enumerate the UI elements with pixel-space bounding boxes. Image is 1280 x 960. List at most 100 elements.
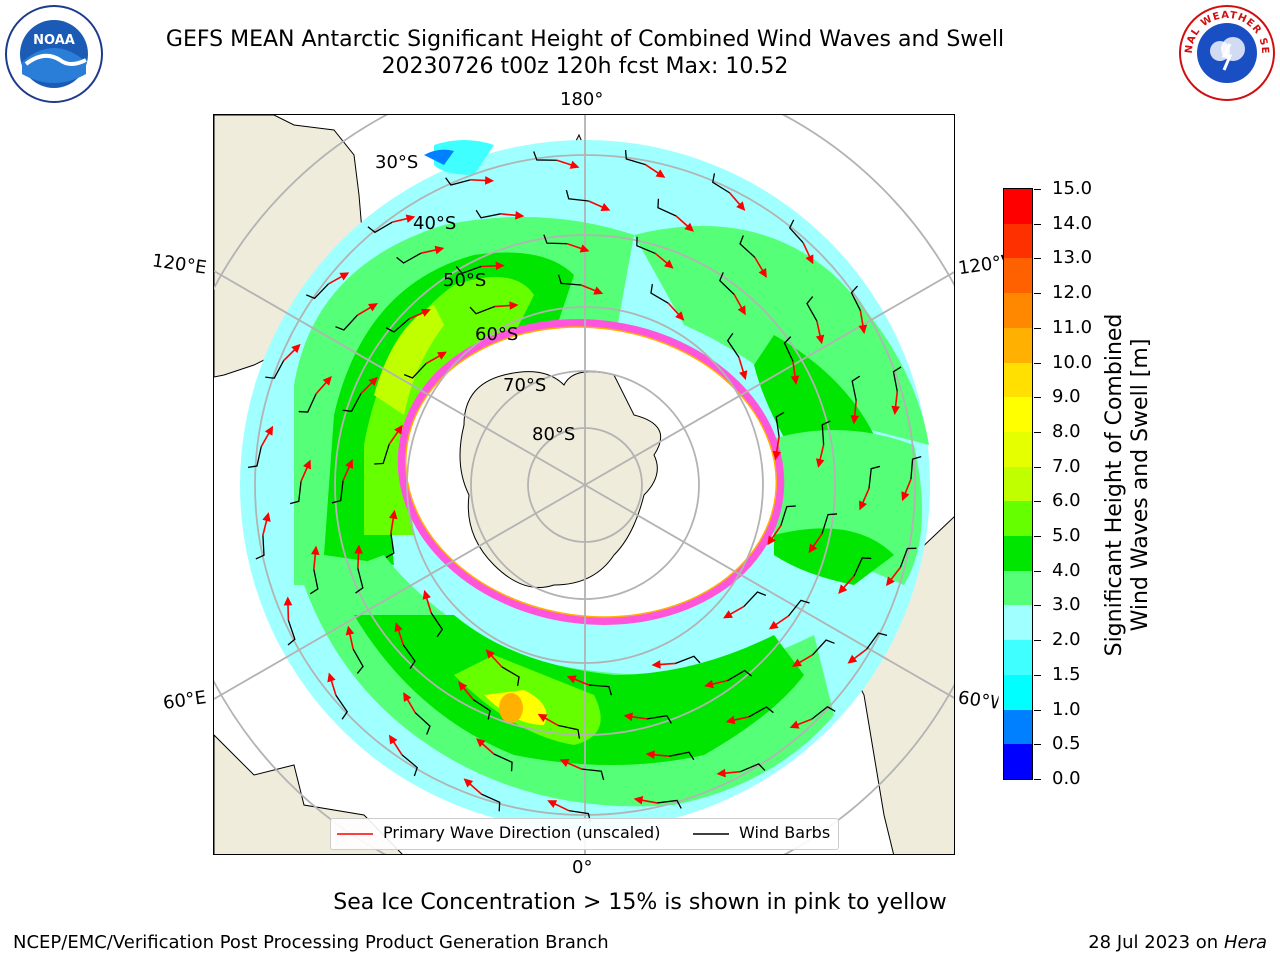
colorbar-tick-label: 15.0: [1052, 178, 1093, 199]
wave-arrow-head: [566, 675, 577, 684]
wind-barb: [748, 706, 774, 718]
wind-barb: [493, 753, 513, 772]
wave-arrow-head: [368, 376, 378, 387]
chart-subtitle: 20230726 t00z 120h fcst Max: 10.52: [381, 54, 789, 79]
wave-arrow-head: [758, 268, 767, 278]
lat-label-60s: 60°S: [475, 324, 519, 345]
wave-arrow-head: [368, 303, 378, 312]
wave-direction-legend-label: Primary Wave Direction (unscaled): [383, 823, 661, 842]
wave-arrow-head: [262, 512, 271, 522]
lat-label-40s: 40°S: [413, 213, 457, 234]
colorbar-segment: [1004, 188, 1032, 224]
wind-barbs-legend-line: [693, 833, 729, 835]
wind-barb: [624, 149, 646, 166]
lon-label-60w: 60°W: [956, 687, 1000, 714]
colorbar-tick-label: 8.0: [1052, 420, 1081, 442]
wind-barb: [335, 314, 358, 331]
wave-arrow-head: [838, 584, 848, 594]
colorbar-tick-label: 12.0: [1052, 282, 1093, 304]
wave-arrow-head: [739, 370, 748, 381]
colorbar-segment: [1004, 570, 1032, 606]
lat-label-70s: 70°S: [503, 375, 547, 396]
wave-arrow-head: [434, 245, 445, 255]
lon-label-120e: 120°E: [150, 250, 208, 279]
wind-barb: [787, 599, 810, 617]
wave-arrow-head: [354, 544, 363, 554]
wave-arrow-head: [394, 622, 403, 633]
wind-barb: [811, 705, 836, 720]
wave-arrow-head: [633, 796, 644, 805]
wind-barb: [385, 318, 410, 333]
map-panel: [213, 114, 955, 855]
colorbar-tick-label: 14.0: [1052, 212, 1093, 234]
wind-barb: [806, 296, 818, 322]
wave-arrow-head: [593, 286, 604, 295]
wave-arrow-head: [600, 203, 611, 211]
wind-barb: [868, 465, 881, 489]
wave-arrow-head: [403, 692, 412, 702]
wave-arrow-head: [437, 351, 447, 360]
colorbar-tick: [1034, 605, 1041, 607]
wind-barb: [481, 793, 501, 812]
wind-barb: [403, 362, 427, 379]
colorbar-tick: [1034, 466, 1041, 468]
map-legend: Primary Wave Direction (unscaled) Wind B…: [330, 818, 839, 850]
wave-arrow-head: [322, 376, 332, 386]
lat-label-80s: 80°S: [532, 424, 576, 445]
wave-arrow-head: [310, 545, 320, 555]
colorbar-tick: [1034, 397, 1041, 399]
colorbar-segment: [1004, 709, 1032, 745]
wind-barb: [430, 612, 444, 638]
colorbar-tick-label: 11.0: [1052, 316, 1093, 338]
wind-barb: [726, 332, 740, 358]
noaa-logo: NOAA: [4, 4, 104, 104]
wind-barb: [892, 366, 902, 392]
wind-barb: [743, 591, 767, 608]
wind-barb: [727, 669, 753, 682]
wave-arrow-head: [283, 596, 293, 606]
wave-arrow-head: [805, 254, 814, 265]
wind-barb: [475, 209, 501, 219]
colorbar-segment: [1004, 431, 1032, 467]
colorbar-segment: [1004, 674, 1032, 710]
wave-arrow-head: [495, 261, 505, 271]
wind-barb: [255, 535, 265, 560]
wave-arrow-head: [789, 720, 800, 729]
wave-arrow-head: [767, 535, 776, 546]
colorbar-tick-label: 6.0: [1052, 490, 1081, 512]
colorbar-tick-label: 1.0: [1052, 698, 1081, 720]
colorbar-tick: [1034, 674, 1041, 676]
wind-barbs: [247, 149, 922, 823]
wave-arrow-head: [291, 343, 301, 354]
wind-barb: [739, 763, 766, 773]
wave-arrow-head: [264, 425, 274, 436]
wind-barb: [331, 480, 344, 504]
colorbar-tick-label: 1.5: [1052, 663, 1081, 685]
wind-barb: [647, 715, 672, 724]
colorbar-title: Significant Height of Combined Wind Wave…: [1102, 313, 1153, 657]
wave-arrow-head: [704, 679, 714, 689]
wave-arrow-head: [579, 244, 590, 253]
wind-barb: [565, 189, 589, 202]
wind-barb: [309, 569, 319, 595]
wind-barb: [669, 751, 695, 761]
wave-direction-arrows: [260, 159, 912, 812]
lat-label-30s: 30°S: [375, 152, 419, 173]
colorbar-tick: [1034, 570, 1041, 572]
graticule: [214, 115, 954, 854]
wind-barb: [501, 666, 520, 686]
wave-arrow-head: [569, 160, 580, 169]
wind-barb: [287, 620, 296, 646]
chart-title: GEFS MEAN Antarctic Significant Height o…: [165, 27, 1005, 52]
wave-arrow-head: [547, 800, 558, 808]
wave-arrow-head: [684, 222, 694, 232]
colorbar-tick-label: 2.0: [1052, 629, 1081, 651]
wave-arrow-head: [737, 305, 746, 316]
wind-barb: [657, 799, 682, 809]
wind-barb: [367, 221, 393, 234]
wave-arrow-head: [405, 214, 416, 223]
antarctica-land: [459, 371, 662, 588]
wind-barb: [247, 446, 262, 469]
wave-arrow-head: [420, 308, 431, 317]
wave-arrow-head: [388, 509, 398, 520]
